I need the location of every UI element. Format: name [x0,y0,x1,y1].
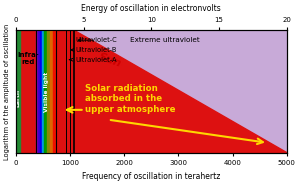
Text: Sun: Sun [97,52,123,69]
Text: Visible light: Visible light [44,71,49,112]
X-axis label: Frequency of oscillation in terahertz: Frequency of oscillation in terahertz [82,172,220,181]
X-axis label: Energy of oscillation in electronvolts: Energy of oscillation in electronvolts [81,4,221,13]
Polygon shape [74,30,287,153]
Text: Ultraviolet-C: Ultraviolet-C [75,37,117,43]
Text: Infra-
red: Infra- red [17,52,39,65]
Y-axis label: Logarithm of the amplitude of oscillation: Logarithm of the amplitude of oscillatio… [4,23,10,160]
Text: Extreme ultraviolet: Extreme ultraviolet [130,37,200,43]
Text: Ultraviolet-B: Ultraviolet-B [71,47,116,53]
Text: Earth: Earth [15,89,20,107]
Text: Solar radiation
absorbed in the
upper atmosphere: Solar radiation absorbed in the upper at… [85,84,176,114]
Text: Ultraviolet-A: Ultraviolet-A [70,57,117,63]
